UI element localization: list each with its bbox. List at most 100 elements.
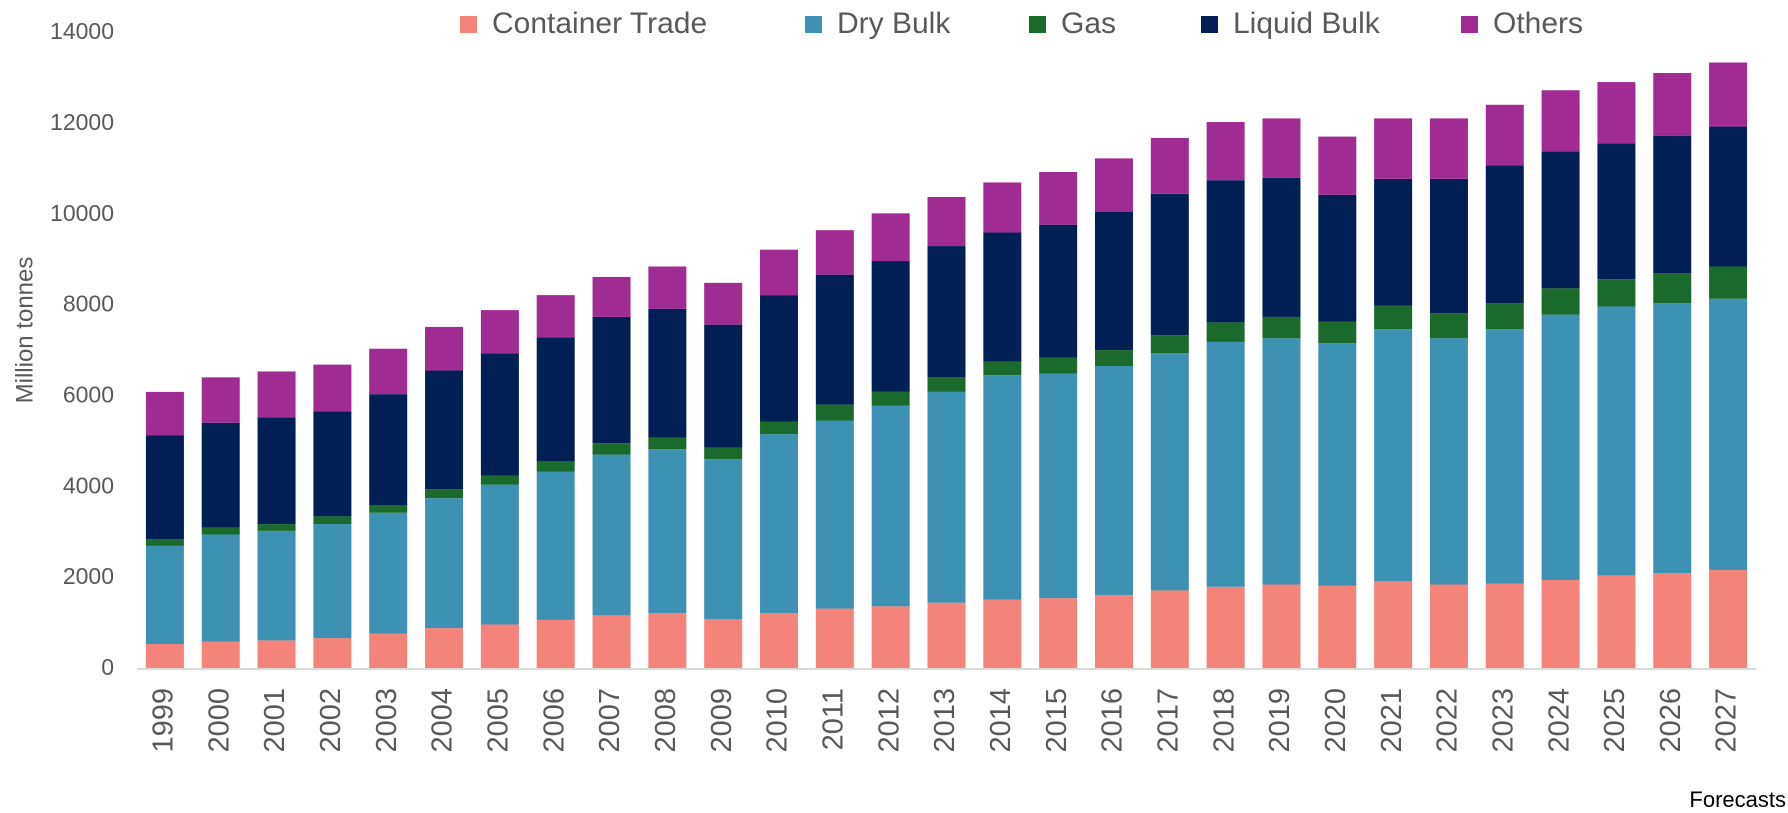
bar-segment — [1597, 279, 1636, 307]
bar-segment — [1485, 104, 1524, 166]
bar-segment — [1206, 122, 1245, 181]
bar-segment — [1374, 329, 1413, 582]
bar-segment — [760, 434, 799, 614]
legend-label: Dry Bulk — [837, 7, 951, 40]
bar-segment — [1206, 341, 1245, 587]
bar-segment — [1485, 583, 1524, 669]
bar-segment — [1653, 573, 1692, 669]
x-tick-label: 2008 — [650, 688, 682, 753]
legend-swatch — [1201, 16, 1218, 33]
bar-segment — [592, 276, 631, 317]
bar-segment — [1429, 584, 1468, 669]
bar-segment — [257, 417, 296, 525]
x-tick-label: 2004 — [427, 688, 459, 753]
bar-segment — [1039, 357, 1078, 374]
x-tick-label: 2005 — [483, 688, 515, 753]
bar-segment — [1541, 579, 1580, 669]
bar-segment — [425, 370, 464, 490]
bar-segment — [871, 213, 910, 262]
bar-segment — [1653, 135, 1692, 274]
bar-segment — [369, 512, 408, 634]
bar-segment — [257, 371, 296, 418]
x-tick-label: 2018 — [1208, 688, 1240, 753]
bar-segment — [1150, 193, 1189, 336]
bar-segment — [313, 516, 352, 525]
bar-segment — [1318, 136, 1357, 195]
bar-segment — [425, 628, 464, 669]
bar-segment — [1709, 569, 1748, 669]
bar-segment — [1709, 298, 1748, 570]
bar-segment — [1429, 313, 1468, 339]
bar-segment — [704, 459, 743, 620]
bar-segment — [815, 404, 854, 421]
bar-segment — [369, 394, 408, 506]
x-tick-label: 2001 — [259, 688, 291, 753]
bar-segment — [1262, 584, 1301, 669]
y-tick-label: 0 — [101, 654, 114, 680]
bar-segment — [1262, 338, 1301, 585]
bar-segment — [201, 422, 240, 528]
x-tick-label: 2023 — [1487, 688, 1519, 753]
bar-segment — [983, 182, 1022, 233]
bar-segment — [648, 449, 687, 614]
bar-segment — [1262, 177, 1301, 317]
bar-segment — [1541, 288, 1580, 315]
bar-segment — [1485, 329, 1524, 584]
bar-segment — [480, 624, 519, 669]
bar-segment — [983, 599, 1022, 669]
legend-swatch — [805, 16, 822, 33]
bar-segment — [1541, 151, 1580, 289]
bar-segment — [983, 361, 1022, 376]
x-tick-label: 2015 — [1041, 688, 1073, 753]
x-tick-label: 2025 — [1599, 688, 1631, 753]
y-tick-label: 4000 — [63, 472, 114, 498]
x-tick-label: 2026 — [1655, 688, 1687, 753]
bar-segment — [145, 545, 184, 645]
bar-segment — [1597, 575, 1636, 669]
y-axis-title: Million tonnes — [11, 257, 38, 404]
bar-segment — [1094, 158, 1133, 212]
bar-segment — [927, 391, 966, 603]
bar-segment — [927, 602, 966, 669]
bar-segment — [425, 326, 464, 371]
bar-segment — [815, 230, 854, 275]
bar-segment — [1318, 321, 1357, 344]
bar-segment — [927, 377, 966, 392]
legend-label: Others — [1493, 7, 1583, 40]
x-tick-label: 1999 — [148, 688, 180, 753]
legend-label: Gas — [1061, 7, 1116, 40]
x-tick-label: 2002 — [315, 688, 347, 753]
bar-segment — [1374, 305, 1413, 330]
bar-segment — [760, 249, 799, 296]
x-tick-label: 2003 — [371, 688, 403, 753]
x-tick-label: 2012 — [873, 688, 905, 753]
bar-segment — [760, 421, 799, 435]
bar-segment — [1039, 373, 1078, 599]
bar-segment — [871, 391, 910, 406]
bar-segment — [369, 348, 408, 395]
bar-segment — [592, 454, 631, 616]
bar-segment — [536, 471, 575, 620]
bar-segment — [592, 316, 631, 444]
bar-segment — [1150, 590, 1189, 669]
bar-segment — [1709, 266, 1748, 299]
y-tick-label: 10000 — [50, 200, 114, 226]
bar-segment — [480, 353, 519, 476]
bar-segment — [257, 640, 296, 669]
bar-segment — [1039, 598, 1078, 669]
bar-segment — [871, 261, 910, 392]
bar-segment — [1653, 303, 1692, 574]
legend-label: Liquid Bulk — [1233, 7, 1381, 40]
y-tick-label: 8000 — [63, 291, 114, 317]
bar-segment — [1262, 118, 1301, 178]
x-tick-label: 2009 — [706, 688, 738, 753]
bar-segment — [1094, 211, 1133, 351]
bar-segment — [1150, 353, 1189, 591]
bar-segment — [313, 364, 352, 412]
bar-segment — [1597, 143, 1636, 280]
bar-segment — [1485, 303, 1524, 330]
x-tick-label: 2024 — [1543, 688, 1575, 753]
bar-segment — [1374, 118, 1413, 179]
bar-segment — [1429, 338, 1468, 585]
bar-segment — [201, 641, 240, 669]
